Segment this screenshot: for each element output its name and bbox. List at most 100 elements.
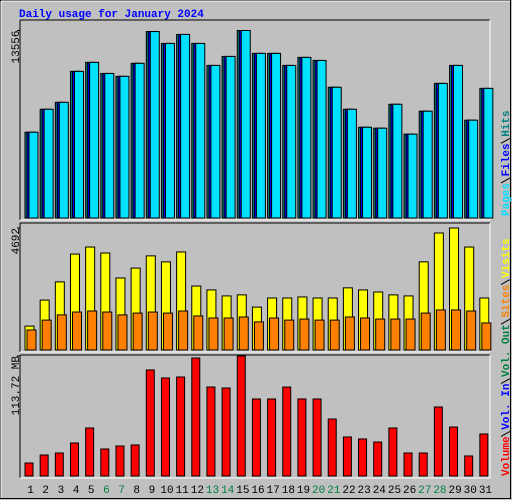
- bar: [191, 357, 201, 477]
- bar: [327, 418, 337, 477]
- bar: [284, 319, 295, 351]
- bar: [162, 312, 173, 351]
- bar: [253, 321, 264, 351]
- x-tick-label: 20: [312, 485, 325, 497]
- bar: [28, 131, 39, 219]
- bar: [210, 64, 221, 219]
- legend-separator: [500, 318, 511, 325]
- bar: [422, 110, 433, 219]
- bar: [43, 108, 54, 219]
- bar: [117, 314, 128, 351]
- x-tick-label: 1: [27, 485, 34, 497]
- bar: [41, 319, 52, 351]
- bar: [208, 317, 219, 351]
- bar: [377, 127, 388, 219]
- bar: [331, 86, 342, 219]
- bar: [418, 452, 428, 477]
- bar: [221, 387, 231, 477]
- bar: [483, 87, 494, 219]
- x-tick-label: 2: [42, 485, 49, 497]
- bar: [225, 55, 236, 219]
- bar: [420, 312, 431, 351]
- legend-separator: [500, 279, 511, 285]
- x-tick-label: 23: [358, 485, 371, 497]
- bar: [392, 103, 403, 219]
- bar: [435, 309, 446, 351]
- x-tick-label: 11: [176, 485, 190, 497]
- bar: [299, 318, 310, 351]
- bar: [362, 126, 373, 219]
- bar: [240, 29, 251, 219]
- bar: [73, 70, 84, 219]
- bar: [479, 433, 489, 477]
- y-tick-label: 4692: [11, 228, 23, 254]
- bar: [358, 438, 368, 477]
- bar: [269, 317, 280, 351]
- bar: [437, 82, 448, 219]
- bar: [388, 427, 398, 477]
- bar: [297, 398, 307, 477]
- bar: [180, 33, 191, 219]
- bar: [69, 442, 79, 477]
- bar: [373, 441, 383, 477]
- legend-entry: Vol. Out: [501, 324, 512, 377]
- bar: [193, 315, 204, 351]
- bar: [405, 318, 416, 351]
- bar: [147, 311, 158, 351]
- x-tick-label: 14: [221, 485, 235, 497]
- bar: [344, 316, 355, 351]
- legend-entry: Files: [501, 143, 512, 176]
- x-tick-label: 8: [133, 485, 140, 497]
- x-tick-label: 4: [73, 485, 80, 497]
- x-tick-label: 18: [282, 485, 295, 497]
- x-tick-label: 26: [403, 485, 416, 497]
- bar: [267, 398, 277, 477]
- bar: [58, 101, 69, 219]
- x-tick-label: 25: [388, 485, 401, 497]
- legend-entry: Hits: [501, 110, 512, 136]
- bar: [119, 75, 130, 219]
- x-tick-label: 9: [149, 485, 156, 497]
- bar: [130, 444, 140, 477]
- x-tick-label: 7: [118, 485, 125, 497]
- legend-separator: [500, 378, 511, 385]
- bar: [206, 386, 216, 477]
- bar: [375, 318, 386, 351]
- bar: [176, 376, 186, 477]
- x-tick-label: 19: [297, 485, 310, 497]
- legend-entry: Visits: [501, 238, 512, 278]
- x-tick-label: 29: [448, 485, 461, 497]
- bar: [54, 452, 64, 477]
- x-tick-label: 13: [206, 485, 219, 497]
- bar: [481, 322, 492, 351]
- bar: [39, 454, 49, 477]
- bar: [134, 62, 145, 219]
- bar: [453, 64, 464, 219]
- bar: [282, 386, 292, 477]
- x-tick-label: 22: [342, 485, 355, 497]
- legend-separator: [500, 177, 511, 184]
- bar: [178, 310, 189, 351]
- bar: [164, 42, 175, 219]
- bar: [346, 108, 357, 219]
- bar: [451, 309, 462, 351]
- bar: [100, 448, 110, 477]
- x-tick-label: 6: [103, 485, 110, 497]
- bar: [145, 369, 155, 477]
- bar: [286, 64, 297, 219]
- bar: [71, 311, 82, 351]
- legend-entry: Vol. In: [501, 384, 512, 430]
- bar: [255, 52, 266, 219]
- x-tick-label: 12: [191, 485, 204, 497]
- bar: [26, 329, 37, 351]
- x-tick-label: 21: [327, 485, 341, 497]
- bar: [104, 72, 115, 219]
- bar: [342, 436, 352, 477]
- x-tick-label: 10: [160, 485, 173, 497]
- x-tick-label: 15: [236, 485, 249, 497]
- bar: [160, 377, 170, 477]
- x-tick-label: 3: [58, 485, 65, 497]
- bar: [271, 52, 282, 219]
- bar: [89, 61, 100, 219]
- bar: [316, 59, 327, 219]
